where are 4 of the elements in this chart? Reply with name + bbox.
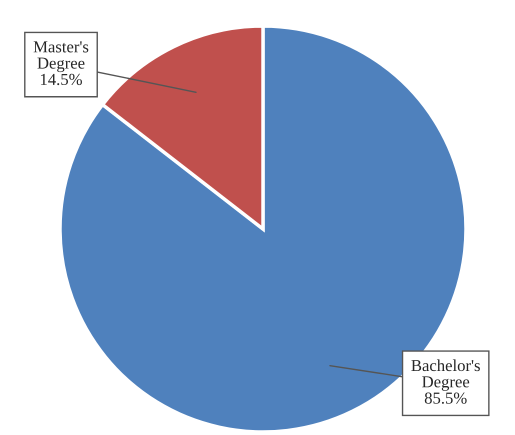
data-label: 85.5% [424, 392, 467, 404]
slice-label: Master's Degree [34, 41, 88, 72]
slice-label: Bachelor's Degree [411, 359, 480, 391]
data-label: 14.5% [40, 74, 82, 86]
